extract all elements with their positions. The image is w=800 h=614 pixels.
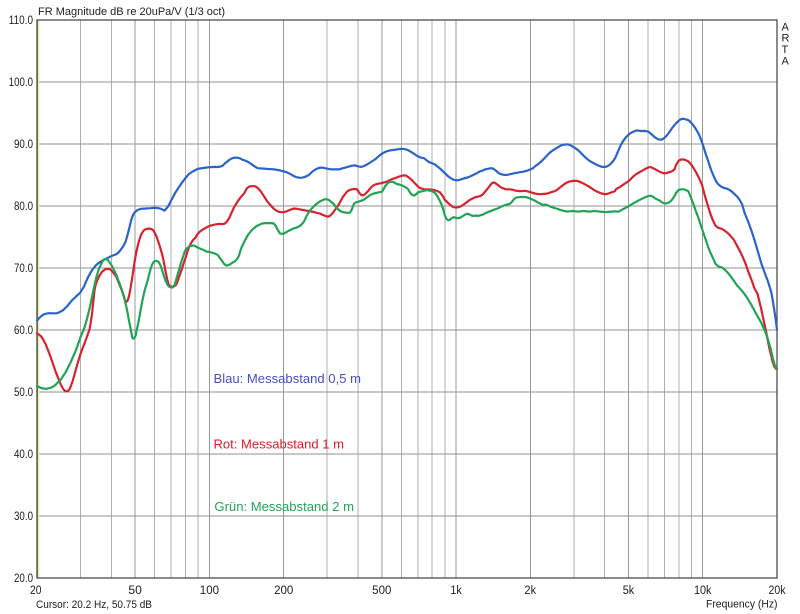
svg-text:60.0: 60.0 [14,325,33,337]
svg-text:50.0: 50.0 [14,387,33,399]
svg-text:40.0: 40.0 [14,449,33,461]
svg-text:110.0: 110.0 [9,15,33,27]
svg-text:Frequency (Hz): Frequency (Hz) [706,599,778,611]
svg-text:Blau: Messabstand 0,5 m: Blau: Messabstand 0,5 m [214,371,362,386]
svg-text:Rot: Messabstand 1 m: Rot: Messabstand 1 m [214,437,345,452]
svg-text:10k: 10k [694,585,712,597]
svg-text:70.0: 70.0 [14,263,33,275]
svg-text:30.0: 30.0 [14,511,33,523]
svg-text:Cursor: 20.2 Hz, 50.75 dB: Cursor: 20.2 Hz, 50.75 dB [36,599,152,611]
svg-text:T: T [782,44,789,56]
svg-text:500: 500 [372,585,391,597]
svg-text:100: 100 [200,585,219,597]
svg-text:20: 20 [30,585,42,597]
svg-text:FR Magnitude dB re 20uPa/V (1/: FR Magnitude dB re 20uPa/V (1/3 oct) [38,6,225,18]
svg-text:2k: 2k [525,585,537,597]
svg-text:80.0: 80.0 [14,201,33,213]
svg-text:1k: 1k [450,585,462,597]
svg-text:20k: 20k [769,585,786,597]
svg-text:100.0: 100.0 [9,77,33,89]
svg-text:Grün: Messabstand 2 m: Grün: Messabstand 2 m [214,499,354,514]
svg-text:A: A [782,21,790,33]
svg-text:50: 50 [128,585,142,597]
svg-text:A: A [782,56,790,68]
svg-text:90.0: 90.0 [14,139,33,151]
svg-text:200: 200 [274,585,293,597]
svg-text:R: R [782,33,790,45]
svg-text:5k: 5k [623,585,635,597]
svg-text:20.0: 20.0 [14,573,33,585]
